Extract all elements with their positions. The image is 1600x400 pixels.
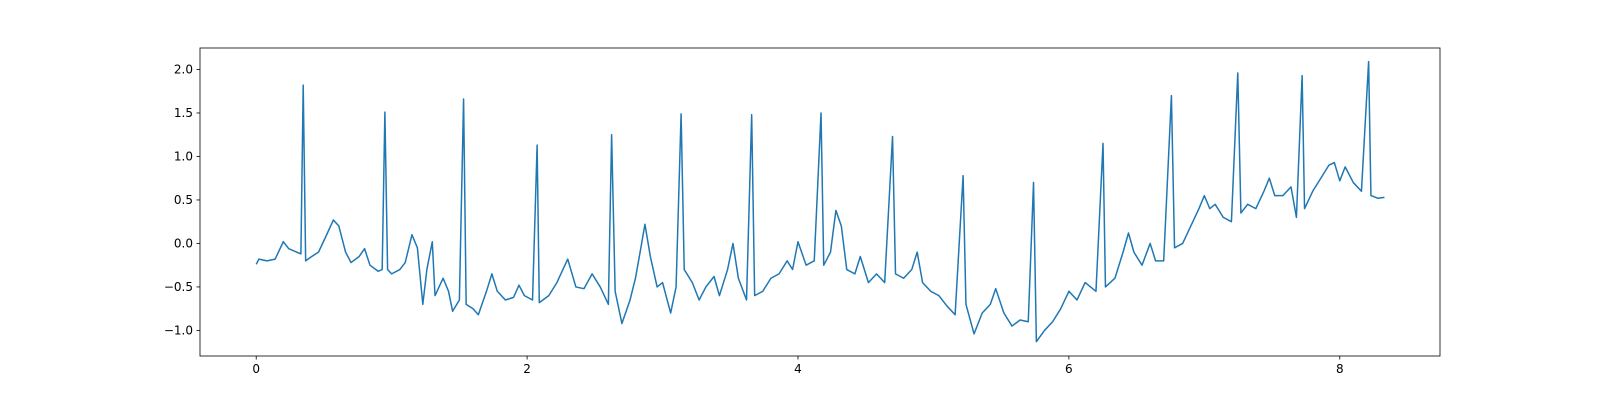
x-tick-label: 0 — [252, 362, 260, 376]
y-tick-label: 1.0 — [174, 149, 193, 163]
x-tick-label: 8 — [1336, 362, 1344, 376]
y-tick-label: 0.5 — [174, 193, 193, 207]
y-tick-label: 2.0 — [174, 62, 193, 76]
data-line — [255, 60, 1385, 343]
x-tick-label: 4 — [794, 362, 802, 376]
plot-frame — [199, 47, 1441, 357]
x-tick-label: 2 — [523, 362, 531, 376]
x-tick-label: 6 — [1065, 362, 1073, 376]
y-tick-label: −1.0 — [164, 323, 193, 337]
y-tick-label: −0.5 — [164, 280, 193, 294]
y-tick-label: 1.5 — [174, 106, 193, 120]
y-tick-label: 0.0 — [174, 236, 193, 250]
